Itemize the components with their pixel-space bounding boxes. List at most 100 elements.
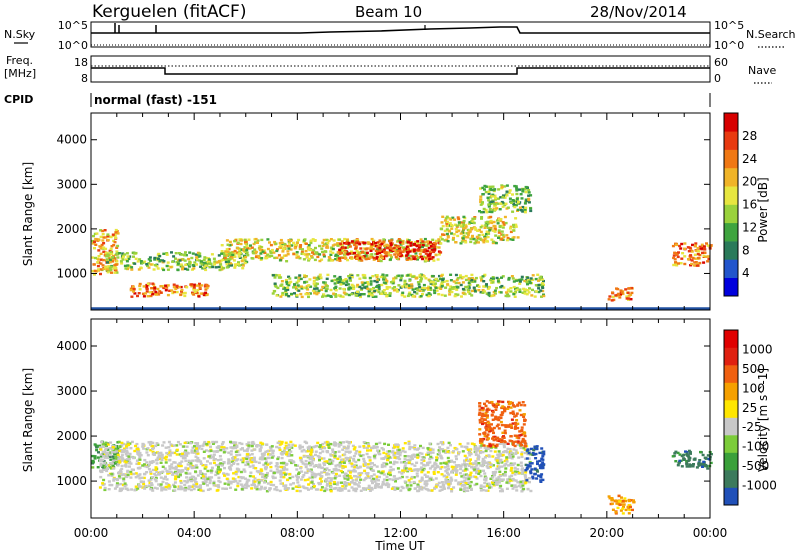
data-cell bbox=[304, 249, 308, 253]
data-cell bbox=[266, 238, 270, 241]
data-cell bbox=[423, 241, 427, 244]
data-cell bbox=[398, 241, 402, 244]
data-cell bbox=[391, 486, 395, 489]
data-cell bbox=[441, 450, 445, 453]
data-cell bbox=[260, 249, 264, 252]
data-cell bbox=[478, 428, 482, 431]
data-cell bbox=[375, 274, 379, 277]
data-cell bbox=[116, 244, 120, 248]
data-cell bbox=[409, 258, 413, 261]
data-cell bbox=[413, 444, 417, 447]
data-cell bbox=[692, 264, 696, 267]
data-cell bbox=[350, 257, 354, 260]
data-cell bbox=[190, 256, 194, 260]
data-cell bbox=[427, 479, 431, 482]
data-cell bbox=[352, 448, 356, 451]
data-cell bbox=[487, 455, 491, 458]
data-cell bbox=[170, 251, 173, 254]
data-cell bbox=[241, 485, 245, 488]
data-cell bbox=[93, 443, 97, 446]
data-cell bbox=[184, 486, 188, 490]
data-cell bbox=[110, 271, 113, 274]
data-cell bbox=[425, 480, 429, 483]
data-cell bbox=[345, 458, 349, 461]
data-cell bbox=[378, 452, 382, 456]
data-cell bbox=[200, 284, 204, 287]
data-cell bbox=[511, 193, 514, 196]
data-cell bbox=[379, 254, 383, 257]
data-cell bbox=[300, 252, 304, 255]
data-cell bbox=[690, 259, 694, 262]
data-cell bbox=[524, 278, 528, 282]
data-cell bbox=[370, 479, 374, 482]
data-cell bbox=[266, 450, 270, 453]
data-cell bbox=[91, 239, 95, 243]
data-cell bbox=[313, 445, 317, 448]
data-cell bbox=[440, 293, 444, 297]
data-cell bbox=[342, 475, 346, 478]
data-cell bbox=[440, 221, 444, 224]
data-cell bbox=[519, 480, 523, 483]
data-cell bbox=[295, 475, 299, 479]
nave-label: Nave bbox=[748, 64, 776, 77]
data-cell bbox=[392, 289, 396, 292]
data-cell bbox=[484, 479, 488, 482]
data-cell bbox=[213, 260, 217, 263]
data-cell bbox=[505, 450, 509, 453]
data-cell bbox=[523, 188, 527, 191]
data-cell bbox=[320, 258, 324, 261]
data-cell bbox=[541, 282, 544, 285]
data-cell bbox=[318, 444, 322, 447]
nsky-tick-top: 10^5 bbox=[58, 19, 88, 32]
data-cell bbox=[104, 266, 108, 269]
data-cell bbox=[167, 484, 171, 487]
data-cell bbox=[128, 460, 132, 463]
data-cell bbox=[173, 451, 177, 455]
data-cell bbox=[172, 471, 175, 475]
data-cell bbox=[504, 221, 508, 225]
data-cell bbox=[339, 469, 343, 473]
data-cell bbox=[630, 286, 634, 290]
data-cell bbox=[250, 444, 254, 448]
data-cell bbox=[381, 241, 384, 244]
data-cell bbox=[386, 450, 390, 453]
data-cell bbox=[269, 243, 273, 247]
data-cell bbox=[179, 481, 183, 485]
data-cell bbox=[515, 189, 519, 192]
data-cell bbox=[486, 196, 490, 199]
data-cell bbox=[350, 250, 353, 253]
data-cell bbox=[255, 445, 259, 448]
data-cell bbox=[325, 467, 329, 470]
data-cell bbox=[310, 446, 314, 449]
data-cell bbox=[227, 260, 231, 263]
data-cell bbox=[479, 200, 483, 204]
data-cell bbox=[244, 486, 248, 490]
data-cell bbox=[484, 190, 488, 194]
data-cell bbox=[298, 444, 302, 447]
data-cell bbox=[323, 446, 327, 450]
data-cell bbox=[382, 462, 386, 465]
data-cell bbox=[207, 455, 211, 458]
data-cell bbox=[92, 263, 96, 266]
data-cell bbox=[493, 227, 497, 231]
data-cell bbox=[243, 246, 247, 249]
data-cell bbox=[494, 241, 498, 245]
data-cell bbox=[126, 255, 130, 258]
data-cell bbox=[236, 484, 240, 488]
data-cell bbox=[359, 489, 363, 492]
data-cell bbox=[205, 283, 209, 287]
data-cell bbox=[394, 244, 398, 248]
data-cell bbox=[176, 263, 180, 267]
data-cell bbox=[163, 467, 167, 470]
data-cell bbox=[195, 263, 198, 266]
data-cell bbox=[105, 463, 109, 467]
data-cell bbox=[455, 465, 459, 468]
data-cell bbox=[323, 468, 327, 471]
data-cell bbox=[307, 483, 311, 486]
data-cell bbox=[225, 472, 229, 476]
data-cell bbox=[505, 456, 509, 459]
data-cell bbox=[196, 442, 200, 445]
data-cell bbox=[236, 263, 240, 266]
data-cell bbox=[300, 295, 304, 299]
data-cell bbox=[434, 278, 438, 281]
